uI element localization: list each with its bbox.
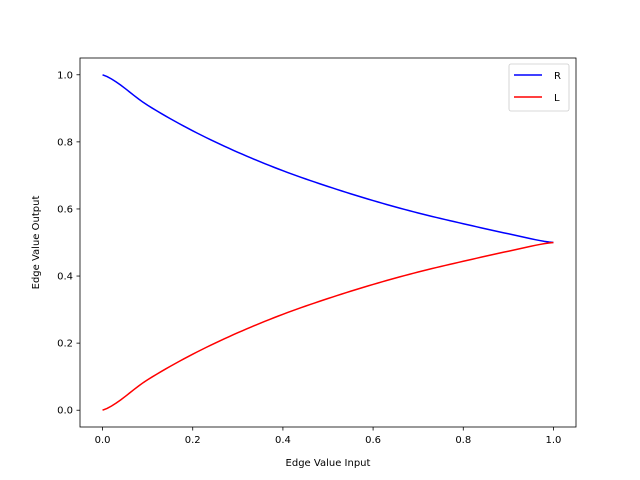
- y-tick-label: 0.4: [57, 272, 73, 283]
- y-tick-label: 0.6: [57, 204, 73, 215]
- x-axis-label: Edge Value Input: [286, 458, 371, 469]
- y-tick-label: 0.2: [57, 339, 73, 350]
- x-tick-label: 0.6: [365, 435, 381, 446]
- x-tick-label: 0.4: [275, 435, 291, 446]
- plot-area: [102, 74, 554, 411]
- series-line-L: [102, 241, 554, 411]
- legend-label-L: L: [554, 93, 560, 104]
- x-tick-label: 0.8: [455, 435, 471, 446]
- axes: 0.0 0.2 0.4 0.6 0.8 1.0 0.0 0.2 0.4 0.6 0.8 1.0: [57, 57, 577, 446]
- legend-label-R: R: [554, 71, 561, 82]
- y-tick-label: 0.8: [57, 137, 73, 148]
- x-tick-label: 0.2: [185, 435, 201, 446]
- x-tick-label: 1.0: [546, 435, 562, 446]
- legend: RL: [508, 63, 570, 112]
- y-tick-label: 1.0: [57, 70, 73, 81]
- axes-frame: [79, 57, 577, 428]
- y-axis-label: Edge Value Output: [31, 196, 42, 290]
- x-tick-label: 0.0: [95, 435, 111, 446]
- series-line-R: [102, 74, 554, 244]
- y-tick-label: 0.0: [57, 406, 73, 417]
